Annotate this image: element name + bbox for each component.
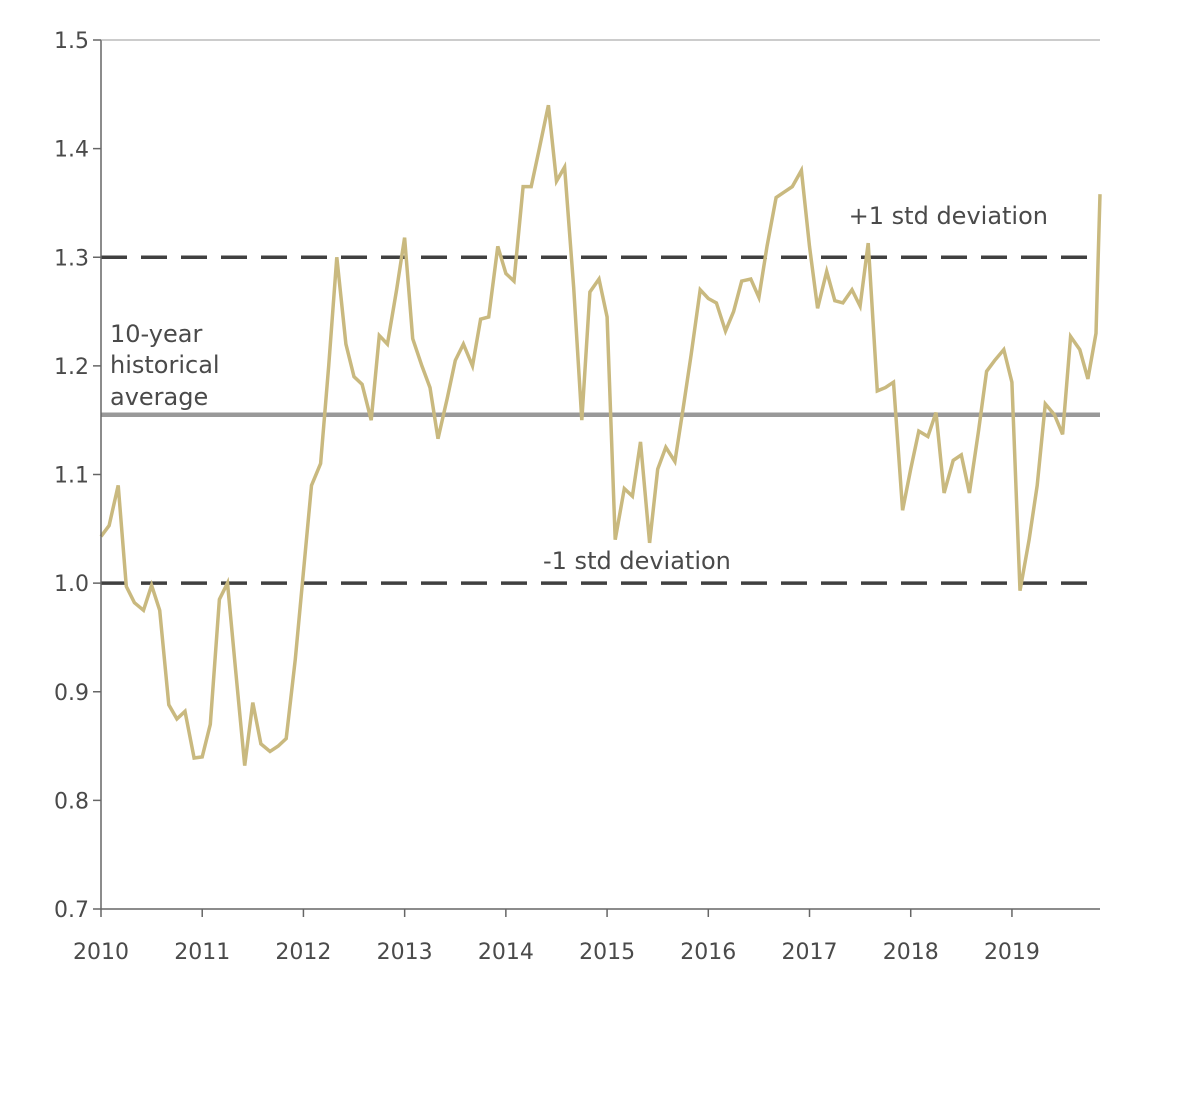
y-tick-label: 0.8 [54, 789, 89, 814]
plus-std-deviation-label: +1 std deviation [849, 202, 1048, 230]
y-tick-label: 1.2 [54, 355, 89, 380]
y-tick-label: 0.7 [54, 898, 89, 923]
x-ticks: 2010 2011 2012 2013 2014 2015 2016 2017 2018 2019 [73, 909, 1040, 965]
annotations: +1 std deviation -1 std deviation 10-yea… [110, 202, 1048, 575]
x-tick-label: 2010 [73, 940, 129, 965]
series-line [99, 104, 1102, 766]
x-tick-label: 2015 [579, 940, 635, 965]
y-tick-label: 1.1 [54, 464, 89, 489]
x-tick-label: 2013 [377, 940, 433, 965]
y-ticks: 1.5 1.4 1.3 1.2 1.1 1.0 0.9 0.8 0.7 [54, 29, 101, 923]
reference-lines [101, 255, 1100, 585]
x-tick-label: 2017 [782, 940, 838, 965]
y-tick-label: 1.0 [54, 572, 89, 597]
y-tick-label: 1.5 [54, 29, 89, 54]
y-tick-label: 1.3 [54, 246, 89, 271]
x-tick-label: 2014 [478, 940, 534, 965]
y-tick-label: 1.4 [54, 138, 89, 163]
x-tick-label: 2018 [883, 940, 939, 965]
x-tick-label: 2012 [275, 940, 331, 965]
average-label-line-1: 10-year [110, 320, 202, 348]
minus-std-deviation-label: -1 std deviation [543, 547, 731, 575]
average-label-line-2: historical [110, 351, 220, 379]
x-tick-label: 2019 [984, 940, 1040, 965]
series-group [99, 104, 1102, 766]
average-label-line-3: average [110, 383, 208, 411]
x-tick-label: 2016 [680, 940, 736, 965]
x-tick-label: 2011 [174, 940, 230, 965]
y-tick-label: 0.9 [54, 681, 89, 706]
axes: 1.5 1.4 1.3 1.2 1.1 1.0 0.9 0.8 0.7 2010 2011 2012… [54, 29, 1100, 965]
